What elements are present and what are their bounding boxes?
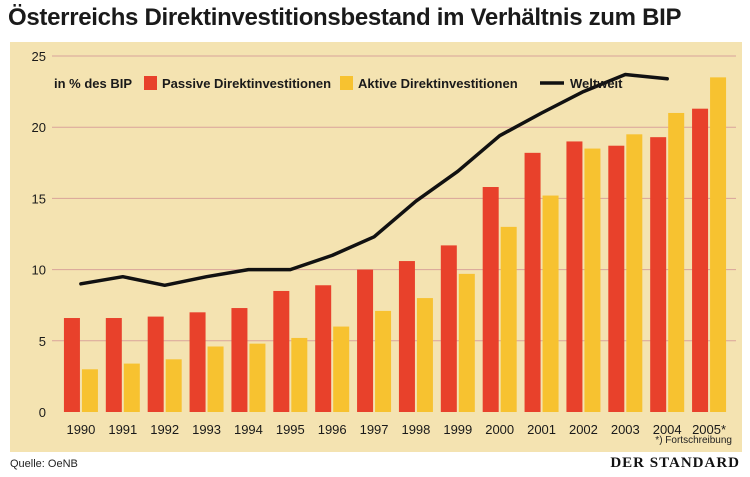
x-tick-label-2005: 2005*	[692, 422, 726, 437]
y-tick-label-5: 5	[39, 334, 46, 349]
bar-aktive-2004	[668, 112, 685, 413]
legend-label-passive: Passive Direktinvestitionen	[162, 76, 331, 91]
footnote: *) Fortschreibung	[655, 435, 732, 446]
bar-aktive-2003	[626, 134, 643, 412]
bar-aktive-1992	[165, 359, 182, 412]
bar-passive-1995	[273, 290, 290, 412]
bar-passive-1993	[189, 312, 206, 412]
x-tick-label-1996: 1996	[318, 422, 347, 437]
bar-passive-1991	[105, 318, 122, 412]
bar-aktive-1996	[333, 326, 350, 412]
x-tick-label-2000: 2000	[485, 422, 514, 437]
bar-passive-2002	[566, 141, 583, 412]
source-label: Quelle: OeNB	[10, 458, 78, 470]
x-tick-label-1992: 1992	[150, 422, 179, 437]
legend-label-aktive: Aktive Direktinvestitionen	[358, 76, 518, 91]
chart-title: Österreichs Direktinvestitionsbestand im…	[8, 4, 682, 31]
legend-unit-label: in % des BIP	[54, 76, 132, 91]
bar-aktive-1990	[81, 369, 98, 412]
bar-passive-1999	[440, 245, 457, 412]
bar-passive-1997	[357, 269, 374, 412]
y-tick-label-20: 20	[32, 120, 46, 135]
bar-aktive-1995	[291, 337, 308, 412]
y-axis-ticks: 0 5 10 15 20 25	[32, 49, 46, 420]
y-tick-label-15: 15	[32, 191, 46, 206]
weltweit-line	[79, 72, 669, 288]
bars	[63, 77, 727, 413]
legend: in % des BIP Passive Direktinvestitionen A…	[54, 76, 623, 91]
x-tick-label-2002: 2002	[569, 422, 598, 437]
bar-aktive-1993	[207, 346, 224, 412]
bar-passive-2003	[608, 145, 625, 412]
x-tick-label-1998: 1998	[401, 422, 430, 437]
bar-aktive-1998	[416, 298, 433, 412]
legend-swatch-passive	[144, 76, 157, 90]
x-tick-label-2004: 2004	[653, 422, 682, 437]
bar-passive-2001	[524, 152, 541, 412]
weltweit-line-group	[79, 72, 669, 288]
bar-passive-2005	[692, 108, 709, 413]
x-tick-label-2003: 2003	[611, 422, 640, 437]
bar-passive-1990	[63, 318, 80, 412]
bar-aktive-2005	[710, 77, 727, 413]
x-tick-label-1993: 1993	[192, 422, 221, 437]
x-tick-label-1995: 1995	[276, 422, 305, 437]
legend-label-weltweit: Weltweit	[570, 76, 623, 91]
y-tick-label-0: 0	[39, 405, 46, 420]
bar-passive-1996	[315, 285, 332, 412]
bar-passive-1998	[398, 261, 415, 412]
x-tick-label-1999: 1999	[443, 422, 472, 437]
bar-aktive-2002	[584, 148, 601, 412]
x-tick-label-2001: 2001	[527, 422, 556, 437]
bar-passive-1992	[147, 316, 164, 412]
bar-passive-2004	[650, 137, 667, 412]
bar-aktive-1997	[375, 310, 392, 412]
x-tick-label-1990: 1990	[66, 422, 95, 437]
bar-aktive-1994	[249, 343, 266, 412]
x-axis-ticks: 1990 1991 1992 1993 1994 1995 1996 1997 1998 1999…	[66, 422, 726, 437]
chart-panel: 0 5 10 15 20 25 1990 1991 1992 1993 1994 1995 1996 1…	[10, 42, 742, 452]
bar-passive-2000	[482, 187, 499, 412]
x-tick-label-1997: 1997	[360, 422, 389, 437]
x-tick-label-1991: 1991	[108, 422, 137, 437]
brand-logo: DER STANDARD	[610, 455, 740, 471]
legend-swatch-aktive	[340, 76, 353, 90]
y-tick-label-25: 25	[32, 49, 46, 64]
bar-aktive-1991	[123, 363, 140, 412]
bar-aktive-1999	[458, 273, 475, 412]
bar-aktive-2000	[500, 226, 517, 412]
bar-passive-1994	[231, 308, 248, 412]
y-tick-label-10: 10	[32, 263, 46, 278]
bar-aktive-2001	[542, 195, 559, 412]
x-tick-label-1994: 1994	[234, 422, 263, 437]
